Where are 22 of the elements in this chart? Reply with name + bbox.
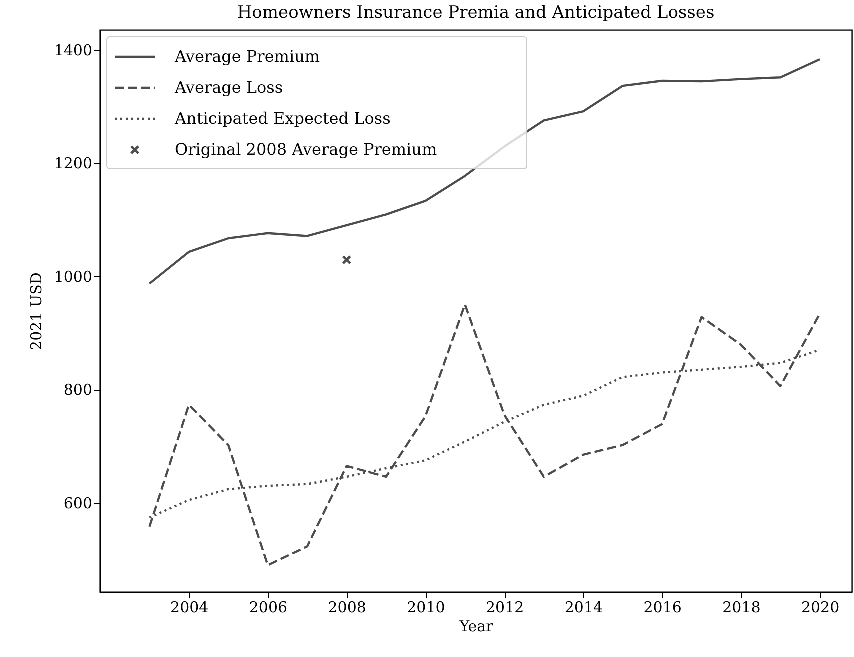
chart-title: Homeowners Insurance Premia and Anticipated Losses bbox=[237, 3, 715, 23]
y-tick-label: 1400 bbox=[54, 41, 92, 60]
x-tick-label: 2004 bbox=[170, 598, 209, 616]
x-tick-label: 2008 bbox=[328, 598, 366, 616]
y-tick-label: 600 bbox=[64, 494, 92, 513]
y-tick-label: 1000 bbox=[54, 268, 92, 286]
x-tick-label: 2018 bbox=[722, 598, 761, 616]
y-tick-label: 800 bbox=[64, 381, 92, 400]
legend-label: Average Loss bbox=[174, 78, 284, 97]
x-tick-label: 2016 bbox=[644, 598, 682, 616]
y-tick-label: 1200 bbox=[54, 154, 92, 173]
x-tick-label: 2012 bbox=[486, 598, 524, 616]
y-axis-title: 2021 USD bbox=[27, 272, 46, 350]
x-axis-title: Year bbox=[458, 618, 494, 636]
legend-label: Average Premium bbox=[174, 47, 320, 66]
x-tick-label: 2010 bbox=[407, 598, 446, 616]
line-series bbox=[148, 304, 822, 566]
x-tick-label: 2006 bbox=[249, 598, 288, 616]
legend-label: Original 2008 Average Premium bbox=[175, 140, 438, 159]
x-tick-label: 2020 bbox=[801, 598, 840, 616]
legend-label: Anticipated Expected Loss bbox=[174, 109, 391, 128]
x-tick-label: 2014 bbox=[564, 598, 604, 616]
